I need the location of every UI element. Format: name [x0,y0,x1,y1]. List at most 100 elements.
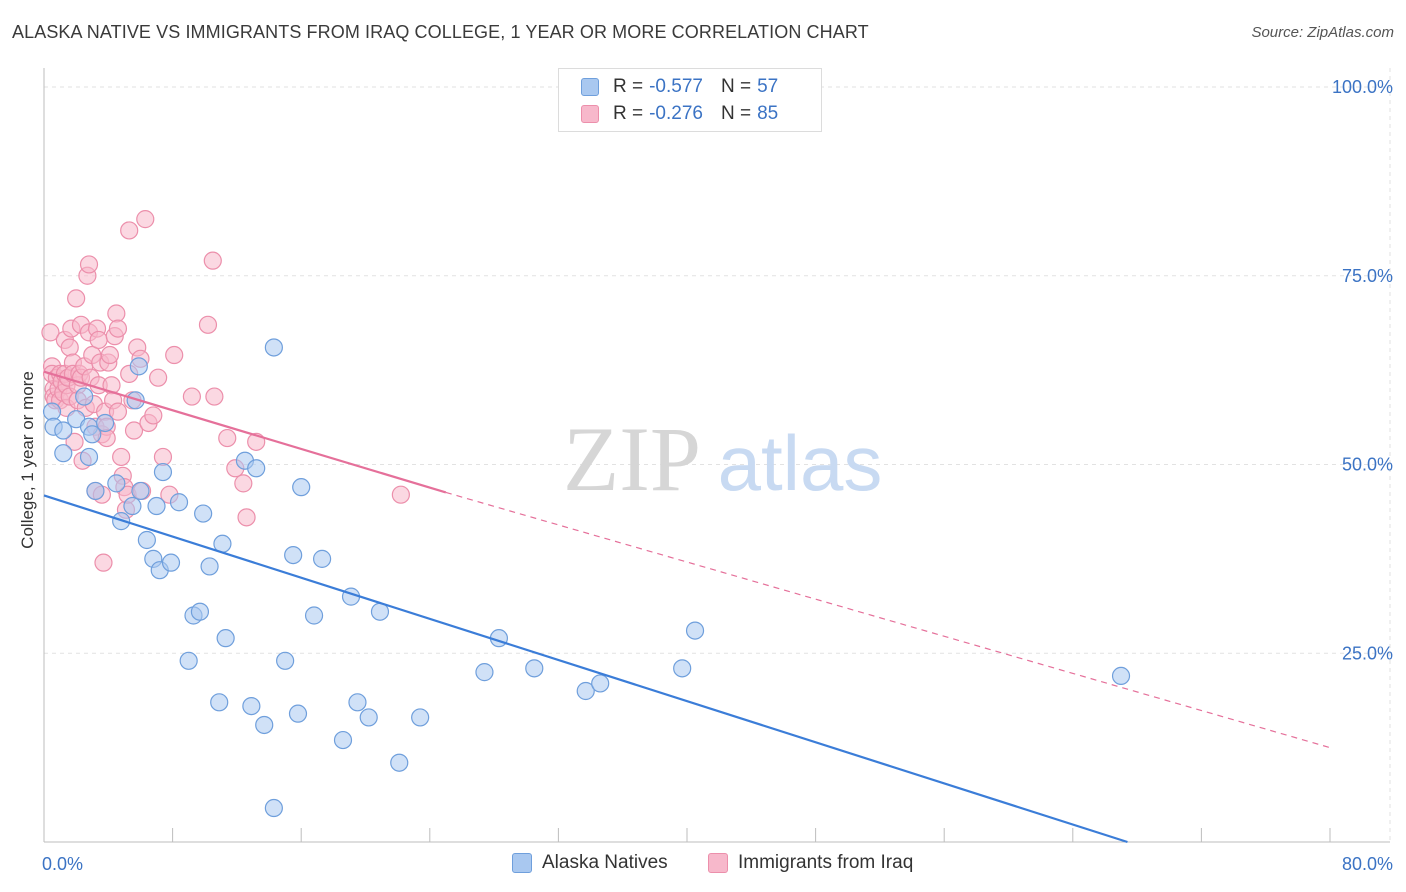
data-point-iraq [107,304,126,323]
data-point-iraq [218,428,237,448]
trend-line-iraq [43,370,447,494]
data-point-alaska [79,447,99,467]
legend-item-alaska[interactable]: Alaska Natives [512,852,668,874]
data-point-alaska [359,708,378,727]
data-point-alaska [86,481,105,501]
data-point-alaska [591,674,610,693]
source-label: Source: ZipAtlas.com [1251,24,1394,41]
data-point-alaska [264,798,283,818]
axes [43,68,1390,843]
legend-item-iraq[interactable]: Immigrants from Iraq [708,852,913,874]
chart-title: ALASKA NATIVE VS IMMIGRANTS FROM IRAQ CO… [12,22,869,42]
data-point-alaska [216,629,235,648]
data-point-iraq [198,315,218,334]
data-point-iraq [203,251,222,270]
data-point-iraq [94,553,113,572]
data-point-alaska [153,462,173,482]
y-tick-labels: 100.0% 75.0% 50.0% 25.0% [1332,77,1393,663]
data-point-alaska [190,602,210,621]
legend-swatch-pink [708,853,728,873]
legend-label-iraq: Immigrants from Iraq [738,852,914,873]
data-point-alaska [169,493,189,512]
data-point-iraq [108,402,128,421]
data-point-iraq [100,345,120,365]
trend-line-alaska [43,494,1128,844]
y-tick-label: 50.0% [1342,455,1393,475]
y-tick-label: 75.0% [1342,266,1393,286]
data-point-iraq [144,406,163,425]
data-point-alaska [292,478,311,497]
data-point-iraq [136,210,155,229]
legend-swatch-pink [581,105,599,123]
data-point-alaska [131,481,150,501]
data-point-alaska [411,708,430,727]
data-point-alaska [42,402,62,421]
data-point-alaska [54,444,73,463]
data-point-alaska [137,530,156,550]
data-point-alaska [255,715,274,735]
series-alaska-points [42,338,1131,818]
data-point-alaska [673,659,692,678]
legend-r-value: -0.276 [649,103,703,124]
data-point-alaska [147,496,166,516]
legend-r-value: -0.577 [649,76,703,97]
data-point-alaska [525,659,544,678]
y-tick-label: 25.0% [1342,643,1393,663]
data-point-alaska [129,357,148,376]
bottom-legend: Alaska Natives Immigrants from Iraq [0,852,1406,878]
series-iraq-points [41,210,410,572]
legend-row-iraq: R = -0.276 N = 85 [581,101,778,127]
data-point-iraq [153,447,173,467]
data-point-alaska [200,557,219,576]
data-point-iraq [149,368,168,387]
data-point-alaska [210,693,229,712]
y-tick-label: 100.0% [1332,77,1393,97]
data-point-iraq [182,387,201,406]
x-tick-labels: 0.0% 80.0% [42,854,1393,874]
x-tick-label: 0.0% [42,854,83,874]
data-point-alaska [264,338,283,357]
data-point-alaska [284,545,303,565]
data-point-alaska [475,663,494,682]
watermark: ZIP atlas [563,408,882,510]
legend-label-alaska: Alaska Natives [542,852,668,873]
data-point-iraq [89,330,108,350]
data-point-iraq [108,319,128,338]
data-point-iraq [65,432,84,451]
x-tick-label: 80.0% [1342,854,1393,874]
data-point-alaska [576,681,595,701]
data-point-alaska [161,553,181,572]
data-point-alaska [247,459,266,478]
legend-swatch-blue [581,78,599,96]
data-point-alaska [276,651,295,670]
data-point-iraq [120,221,139,240]
data-point-alaska [288,704,308,723]
data-point-alaska [390,753,409,772]
legend-box: R = -0.577 N = 57 R = -0.276 N = 85 [558,68,822,132]
legend-n-label: N = [720,103,752,124]
data-point-alaska [54,421,73,440]
data-point-iraq [124,421,144,440]
watermark-atlas: atlas [718,419,883,507]
data-point-iraq [237,508,256,527]
watermark-zip: ZIP [563,408,701,510]
data-point-alaska [194,504,213,523]
data-point-alaska [179,651,198,670]
data-point-iraq [205,387,224,406]
legend-n-value: 85 [757,103,779,124]
legend-r-label: R = [613,76,644,97]
data-point-iraq [391,485,410,504]
data-point-iraq [60,338,79,357]
data-point-alaska [304,606,324,625]
data-point-alaska [242,696,261,716]
legend-r-label: R = [613,103,644,124]
legend-swatch-blue [512,853,532,873]
legend-n-value: 57 [757,76,779,97]
data-point-iraq [41,323,60,342]
data-point-iraq [234,474,253,493]
data-point-iraq [112,447,131,467]
data-point-alaska [75,387,94,406]
data-point-alaska [83,425,102,444]
data-point-iraq [79,255,99,274]
